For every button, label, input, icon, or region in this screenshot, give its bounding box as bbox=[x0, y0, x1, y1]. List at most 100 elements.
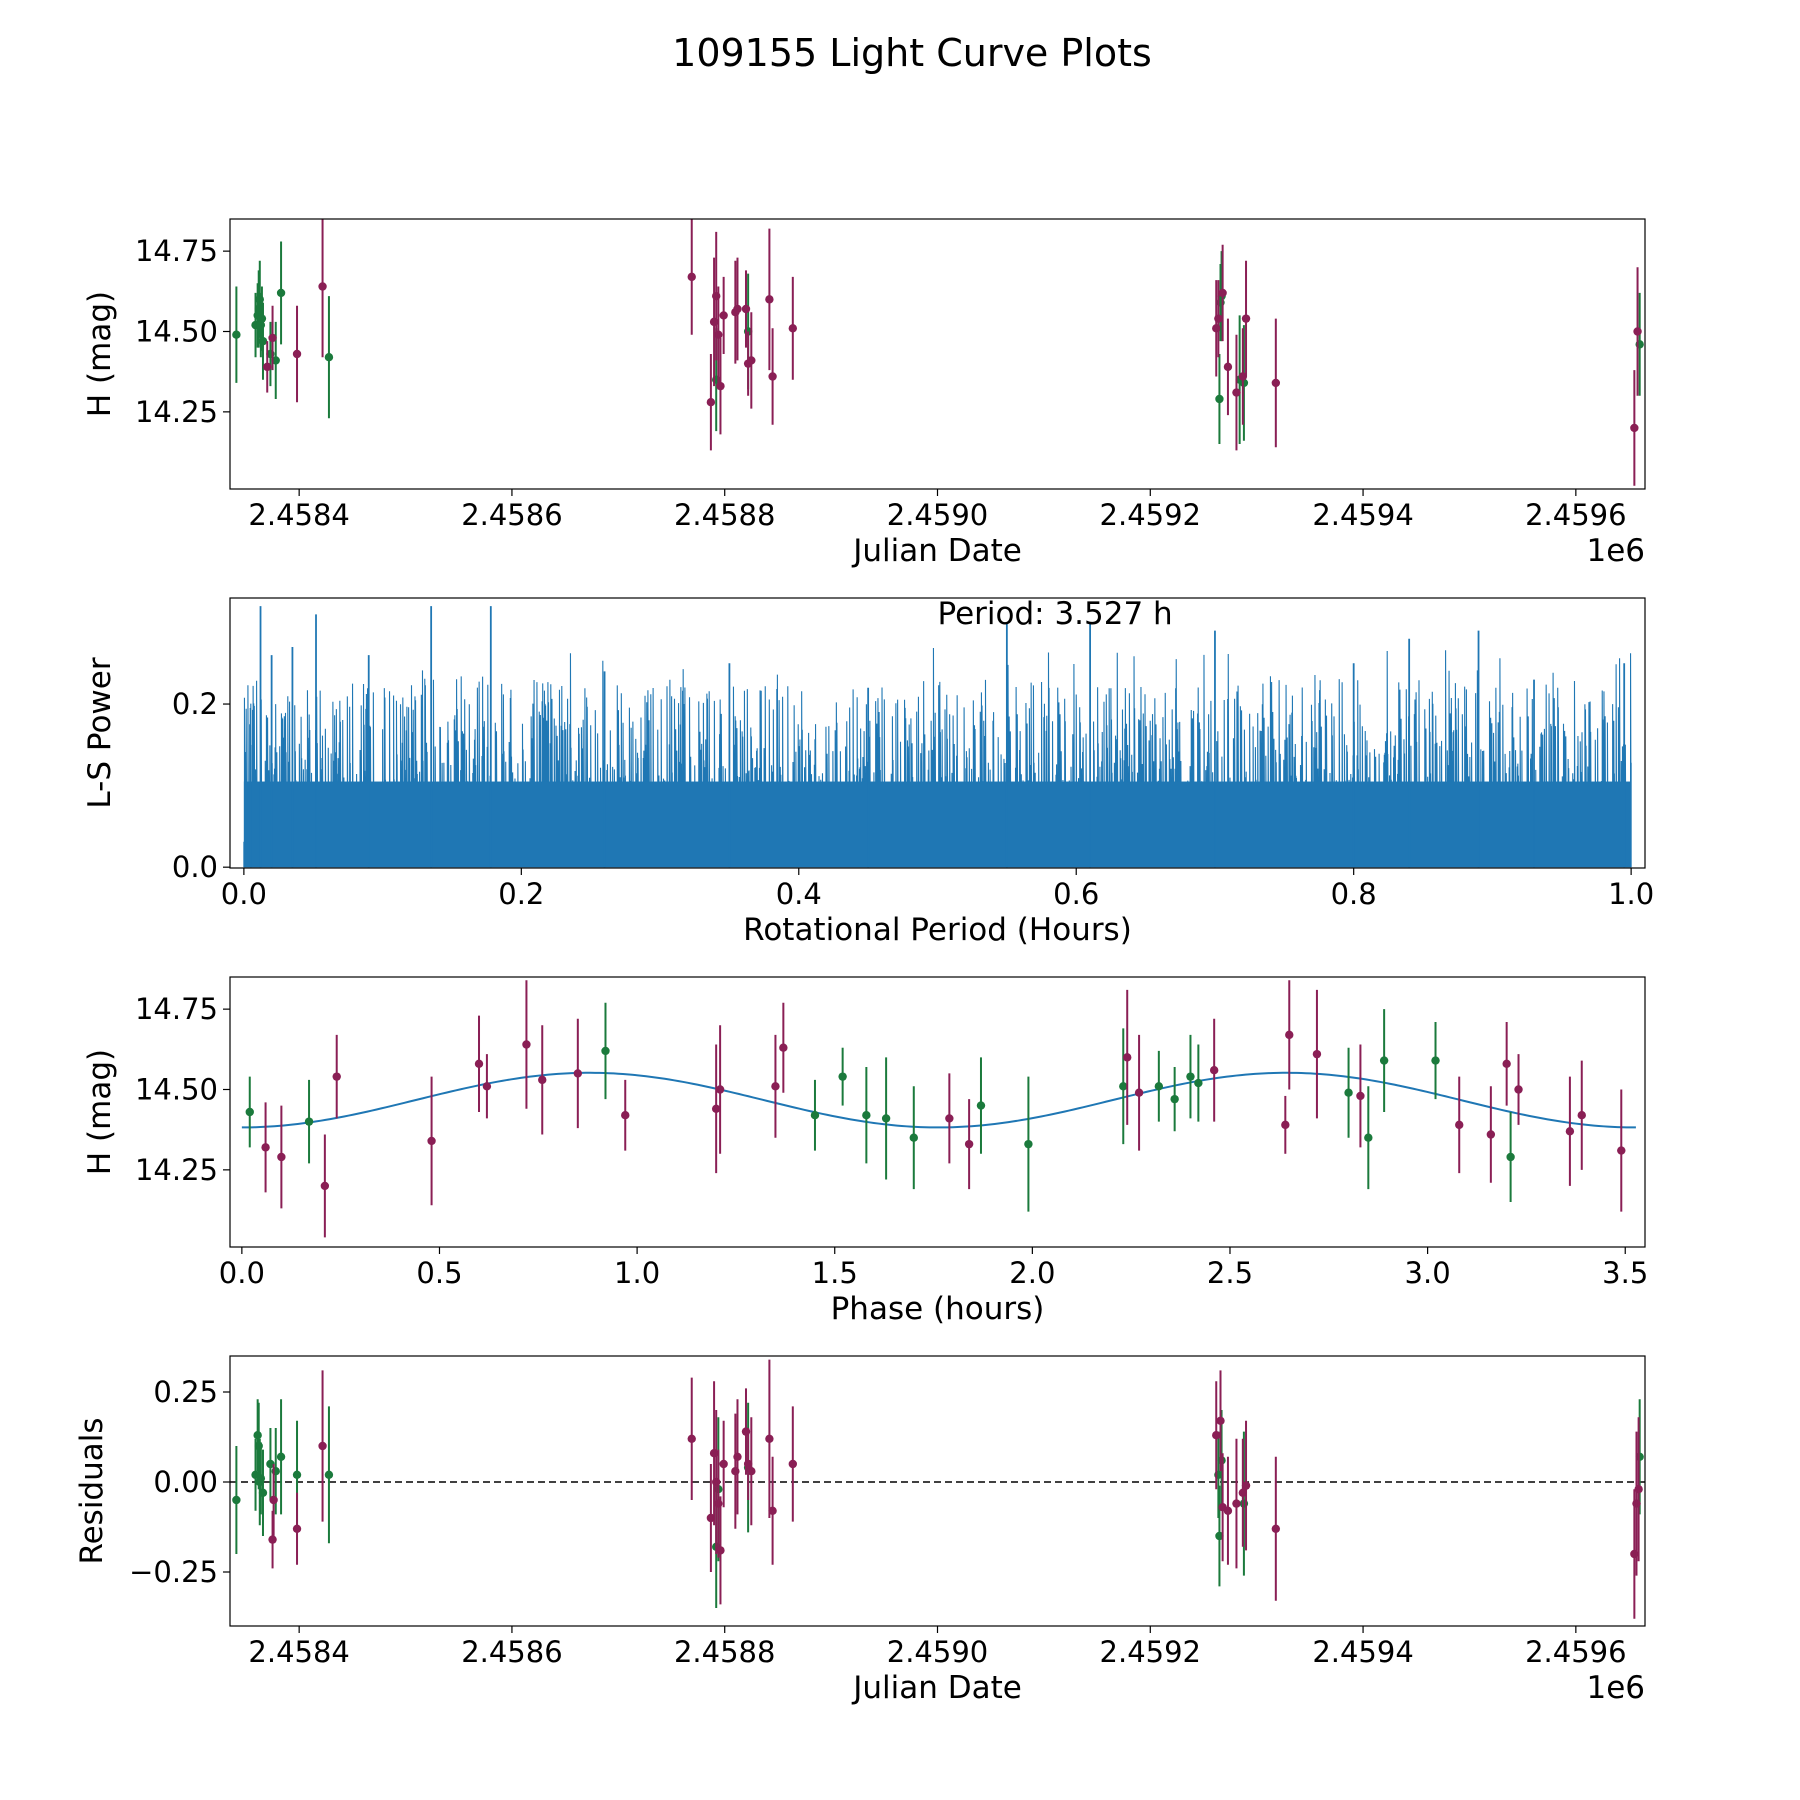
data-point bbox=[276, 288, 286, 298]
y-tick-label: 0.00 bbox=[153, 1465, 218, 1499]
x-tick-label: 0.2 bbox=[498, 877, 544, 911]
data-point bbox=[1502, 1059, 1511, 1068]
data-point bbox=[1186, 1072, 1195, 1081]
data-point bbox=[257, 314, 267, 323]
purple-series bbox=[268, 1359, 1643, 1619]
data-point bbox=[765, 1434, 774, 1444]
x-tick-label: 2.4592 bbox=[1100, 498, 1201, 532]
y-tick-label: 0.2 bbox=[172, 687, 218, 721]
data-point bbox=[1232, 388, 1241, 397]
data-point bbox=[292, 1470, 302, 1480]
data-point bbox=[1241, 1481, 1251, 1490]
data-point bbox=[277, 1152, 286, 1162]
data-point bbox=[779, 1043, 788, 1052]
y-tick-label: 14.75 bbox=[135, 234, 218, 268]
data-point bbox=[1577, 1111, 1586, 1120]
data-point bbox=[945, 1114, 954, 1123]
y-axis-label: Residuals bbox=[74, 1417, 110, 1564]
data-point bbox=[1506, 1152, 1515, 1162]
data-point bbox=[706, 398, 716, 407]
data-point bbox=[1344, 1088, 1353, 1097]
data-point bbox=[1209, 1066, 1219, 1075]
data-point bbox=[1356, 1091, 1365, 1101]
data-point bbox=[258, 336, 268, 346]
data-point bbox=[304, 1117, 314, 1126]
data-point bbox=[810, 1111, 820, 1120]
y-tick-label: 14.75 bbox=[135, 992, 218, 1026]
data-point bbox=[711, 1104, 721, 1113]
data-point bbox=[318, 282, 327, 291]
data-point bbox=[687, 1434, 696, 1444]
y-tick-label: 0.25 bbox=[153, 1375, 218, 1409]
data-point bbox=[1281, 1120, 1290, 1130]
x-tick-label: 0.8 bbox=[1331, 877, 1377, 911]
data-point bbox=[1223, 1506, 1233, 1516]
x-tick-label: 0.5 bbox=[416, 1256, 462, 1290]
y-axis-label: H (mag) bbox=[82, 1049, 118, 1175]
data-point bbox=[573, 1069, 583, 1078]
green-series bbox=[232, 1399, 1644, 1608]
data-point bbox=[838, 1072, 847, 1081]
data-point bbox=[1271, 1524, 1281, 1534]
x-tick-label: 2.4592 bbox=[1100, 1635, 1201, 1669]
data-point bbox=[1214, 314, 1223, 323]
data-point bbox=[324, 353, 334, 362]
plot-frame bbox=[229, 976, 1646, 1248]
data-point bbox=[719, 1459, 728, 1469]
data-point bbox=[268, 1535, 277, 1544]
residuals-panel: 2.4584 2.4586 2.4588 2.4590 2.4592 2.4594 2.45… bbox=[74, 1355, 1646, 1706]
green-series bbox=[245, 1002, 1515, 1212]
data-point bbox=[765, 295, 774, 304]
data-point bbox=[964, 1139, 974, 1149]
x-axis-label: Julian Date bbox=[851, 1670, 1022, 1706]
data-point bbox=[1486, 1130, 1496, 1139]
data-point bbox=[719, 311, 728, 320]
data-point bbox=[1271, 378, 1281, 388]
data-point bbox=[1617, 1146, 1626, 1155]
data-point bbox=[768, 1506, 777, 1516]
data-point bbox=[266, 1459, 275, 1469]
data-point bbox=[771, 1082, 780, 1091]
x-offset-label: 1e6 bbox=[1586, 1670, 1645, 1706]
data-point bbox=[715, 1085, 725, 1094]
x-tick-label: 2.4594 bbox=[1312, 1635, 1413, 1669]
data-point bbox=[261, 1143, 270, 1152]
x-tick-label: 2.0 bbox=[1009, 1256, 1055, 1290]
data-point bbox=[716, 381, 725, 391]
data-point bbox=[1217, 1456, 1226, 1465]
data-point bbox=[976, 1101, 986, 1110]
data-point bbox=[733, 1452, 742, 1462]
data-point bbox=[1218, 288, 1227, 298]
data-point bbox=[269, 1495, 278, 1505]
data-point bbox=[1154, 1082, 1164, 1091]
data-point bbox=[1119, 1082, 1128, 1091]
data-point bbox=[881, 1114, 891, 1123]
plot-frame bbox=[229, 218, 1646, 490]
plot-frame bbox=[229, 1355, 1646, 1627]
data-point bbox=[1215, 394, 1224, 404]
x-tick-label: 2.4594 bbox=[1312, 498, 1413, 532]
x-axis-label: Rotational Period (Hours) bbox=[743, 912, 1132, 948]
data-point bbox=[747, 1467, 756, 1476]
x-axis-label: Phase (hours) bbox=[831, 1291, 1045, 1327]
plot-frame bbox=[229, 597, 1646, 869]
data-point bbox=[292, 349, 302, 359]
x-tick-label: 2.4590 bbox=[887, 1635, 988, 1669]
x-tick-label: 0.0 bbox=[221, 877, 267, 911]
data-point bbox=[1514, 1085, 1523, 1094]
x-tick-label: 2.4590 bbox=[887, 498, 988, 532]
y-tick-label: 0.0 bbox=[172, 850, 218, 884]
data-point bbox=[1212, 1431, 1221, 1440]
y-tick-label: 14.25 bbox=[135, 395, 218, 429]
data-point bbox=[1239, 378, 1249, 388]
y-tick-label: −0.25 bbox=[129, 1555, 218, 1589]
data-point bbox=[1241, 314, 1251, 323]
data-point bbox=[1238, 1488, 1248, 1498]
purple-series bbox=[263, 219, 1642, 486]
light-curve-panel: 2.4584 2.4586 2.4588 2.4590 2.4592 2.4594 2.45… bbox=[82, 218, 1646, 569]
x-tick-label: 3.5 bbox=[1602, 1256, 1648, 1290]
x-tick-label: 1.0 bbox=[1608, 877, 1654, 911]
data-point bbox=[743, 1459, 753, 1469]
y-axis-label: H (mag) bbox=[82, 291, 118, 417]
data-point bbox=[1565, 1127, 1575, 1136]
